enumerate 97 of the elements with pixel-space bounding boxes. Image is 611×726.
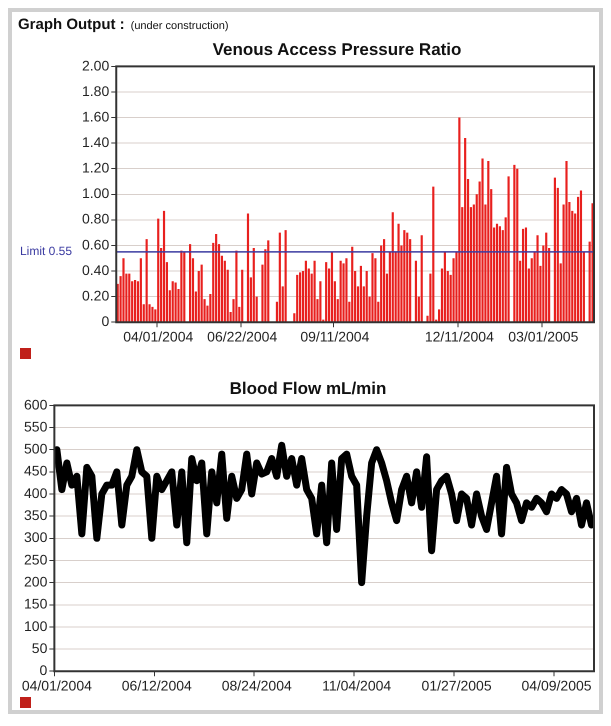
chart-title: Blood Flow mL/min — [230, 378, 386, 398]
bar — [162, 210, 166, 322]
y-tick-label: 200 — [24, 573, 48, 590]
bar — [241, 270, 244, 322]
bar — [414, 260, 418, 322]
bar — [174, 282, 177, 322]
bar — [565, 161, 568, 322]
bar — [432, 186, 434, 322]
bar — [325, 262, 328, 322]
bar — [464, 138, 466, 322]
y-tick-label: 250 — [24, 551, 48, 568]
x-tick-label: 04/01/2004 — [22, 677, 92, 694]
text: Graph Output : — [18, 16, 125, 33]
bar — [157, 218, 160, 322]
y-tick-label: 1.80 — [82, 82, 110, 99]
bar — [420, 235, 423, 322]
bar — [403, 230, 406, 322]
y-tick-label: 0.40 — [82, 262, 110, 278]
x-tick-label: 06/12/2004 — [122, 677, 192, 694]
bar — [536, 235, 539, 322]
bar — [183, 252, 186, 322]
y-tick-label: 1.60 — [82, 108, 110, 124]
bar — [134, 280, 136, 322]
bar — [314, 260, 316, 322]
y-tick-label: 300 — [24, 529, 48, 546]
bar — [392, 212, 394, 322]
text: (under construction) — [130, 20, 228, 32]
y-tick-label: 0 — [40, 662, 48, 678]
y-tick-label: 0.80 — [82, 210, 110, 227]
bar — [516, 168, 518, 322]
bar — [340, 260, 342, 322]
bar — [397, 224, 400, 322]
y-tick-label: 150 — [24, 596, 48, 612]
y-tick-label: 600 — [24, 396, 48, 412]
y-tick-label: 0 — [101, 313, 110, 330]
ref-line-label: Limit 0.55 — [20, 244, 72, 258]
bar — [330, 252, 334, 322]
y-tick-label: 400 — [24, 484, 48, 501]
x-tick-label: 12/11/2004 — [424, 328, 494, 344]
y-tick-label: 0.60 — [82, 236, 110, 252]
bar — [382, 239, 386, 322]
x-tick-label: 09/11/2004 — [300, 328, 370, 344]
bar — [487, 161, 490, 322]
x-tick-label: 06/22/2004 — [207, 328, 278, 344]
bar — [304, 260, 307, 322]
bar — [580, 190, 582, 322]
y-tick-label: 50 — [32, 640, 48, 656]
y-tick-label: 350 — [24, 507, 48, 524]
bar — [524, 228, 528, 322]
bar — [252, 248, 255, 322]
bar — [319, 281, 322, 322]
bar — [371, 253, 374, 322]
bar — [481, 158, 484, 322]
y-tick-label: 1.20 — [82, 160, 110, 176]
bar — [496, 224, 498, 322]
y-tick-label: 100 — [24, 618, 48, 634]
bar — [458, 118, 460, 322]
y-tick-label: 1.40 — [82, 134, 110, 150]
bar — [345, 258, 348, 322]
y-tick-label: 0.20 — [82, 287, 110, 304]
bar — [128, 274, 130, 322]
bar — [299, 272, 302, 322]
bar — [498, 226, 501, 322]
x-tick-label: 01/27/2005 — [422, 677, 492, 694]
bar — [360, 266, 362, 322]
y-tick-label: 550 — [24, 418, 48, 434]
chart-title: Venous Access Pressure Ratio — [212, 40, 462, 59]
bar — [215, 234, 218, 322]
bar — [444, 252, 446, 322]
bar — [172, 281, 174, 322]
bar — [351, 246, 354, 322]
bar — [122, 258, 125, 322]
y-tick-label: 500 — [24, 440, 48, 457]
bar — [513, 164, 516, 322]
x-tick-label: 08/24/2004 — [222, 677, 292, 694]
bar — [246, 213, 250, 322]
bar — [267, 240, 270, 322]
bar — [296, 274, 298, 322]
bar — [522, 228, 524, 322]
bar — [284, 230, 287, 322]
bar — [406, 232, 408, 322]
y-tick-label: 2.00 — [82, 57, 110, 74]
bar — [545, 232, 548, 322]
x-tick-label: 04/09/2005 — [521, 677, 592, 694]
bar — [278, 232, 281, 322]
bar — [366, 271, 368, 322]
y-tick-label: 1.00 — [82, 185, 110, 202]
x-tick-label: 11/04/2004 — [322, 677, 392, 694]
bar — [200, 264, 203, 322]
y-tick-label: 450 — [24, 462, 48, 479]
bar — [188, 244, 192, 322]
bar — [146, 239, 148, 322]
bar — [554, 178, 556, 322]
bar — [140, 258, 142, 322]
x-tick-label: 03/01/2005 — [508, 328, 579, 344]
x-tick-label: 04/01/2004 — [123, 328, 194, 344]
bar — [508, 176, 510, 322]
